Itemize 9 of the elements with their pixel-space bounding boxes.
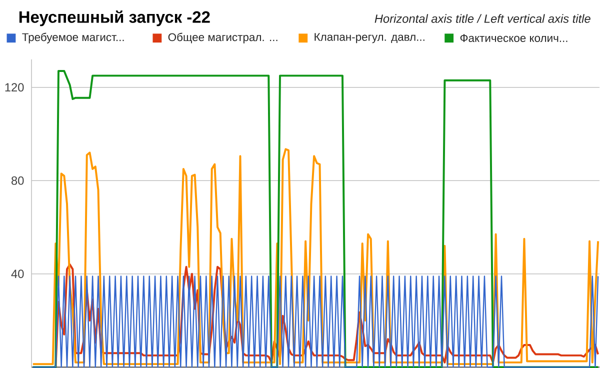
legend-label: Фактическое колич... <box>460 34 568 42</box>
chart-title: Неуспешный запуск -22 <box>19 10 210 26</box>
legend-label: Общее магистрал. ... <box>168 32 278 44</box>
y-tick-label: 120 <box>5 83 24 92</box>
legend-label: Требуемое магист... <box>22 32 124 44</box>
y-tick-label: 80 <box>12 176 24 185</box>
legend-label: Клапан-регул. давл... <box>314 33 424 44</box>
chart-subtitle: Horizontal axis title / Left vertical axis title <box>374 14 590 23</box>
y-tick-label: 40 <box>11 270 24 278</box>
